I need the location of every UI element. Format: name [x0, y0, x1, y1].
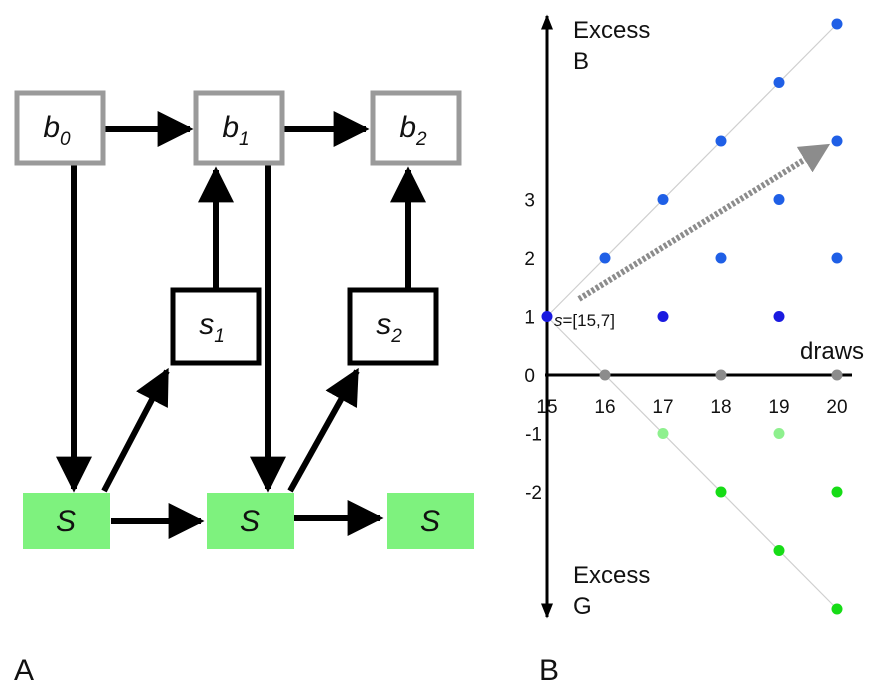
state-node-1: S — [23, 493, 110, 549]
data-point — [831, 486, 843, 498]
belief-node-subscript: 2 — [415, 129, 427, 150]
belief-node-subscript: 0 — [60, 129, 71, 150]
y-tick-label: 1 — [524, 308, 535, 329]
guide-line — [546, 316, 838, 610]
trend-arrow — [577, 143, 831, 302]
state-node-label: S — [420, 505, 440, 538]
data-point — [657, 311, 669, 322]
y-axis-label-bottom: Excess — [573, 562, 650, 589]
data-point — [657, 194, 669, 205]
x-tick-label: 19 — [768, 397, 789, 418]
y-tick-labels: 3 2 1 0 -1 -2 — [524, 191, 542, 505]
y-tick-label: 0 — [524, 366, 535, 387]
y-tick-label: -1 — [525, 425, 542, 446]
x-tick-label: 20 — [826, 397, 847, 418]
x-tick-label: 15 — [536, 397, 557, 418]
data-point — [715, 486, 727, 498]
data-point — [599, 369, 611, 381]
x-tick-label: 17 — [652, 397, 673, 418]
sample-node-s2: s2 — [347, 287, 439, 366]
diagram-arrows — [56, 111, 426, 539]
data-point — [831, 369, 843, 381]
svg-text:s2: s2 — [376, 308, 402, 347]
sample-node-subscript: 1 — [214, 326, 225, 347]
y-tick-label: -2 — [525, 483, 542, 504]
state-node-label: S — [56, 505, 76, 538]
belief-node-label: b — [43, 111, 60, 144]
state-node-label: S — [240, 505, 260, 538]
belief-node-subscript: 1 — [239, 129, 250, 150]
y-axis-label-top-line2: B — [573, 48, 589, 75]
data-point — [715, 252, 727, 264]
data-point — [773, 428, 785, 439]
data-points — [541, 18, 843, 615]
arrow-S1-s1 — [101, 367, 170, 493]
svg-text:s1: s1 — [199, 308, 225, 347]
belief-node-label: b — [222, 111, 239, 144]
data-point — [773, 545, 785, 556]
belief-node-b1: b1 — [193, 90, 285, 166]
x-axis-label: draws — [800, 338, 864, 365]
state-node-3: S — [387, 493, 474, 549]
data-point — [831, 135, 843, 147]
data-point — [773, 311, 785, 322]
x-tick-label: 16 — [594, 397, 615, 418]
belief-node-b2: b2 — [370, 90, 462, 166]
svg-text:b0: b0 — [43, 111, 71, 150]
data-point — [831, 18, 843, 30]
sample-node-s1: s1 — [170, 287, 262, 366]
belief-node-label: b — [399, 111, 416, 144]
y-tick-label: 3 — [524, 191, 535, 212]
x-tick-label: 18 — [710, 397, 731, 418]
y-axis-label-bottom-line2: G — [573, 593, 592, 620]
belief-node-b0: b0 — [14, 90, 106, 166]
panel-label-b: B — [539, 654, 559, 683]
guide-lines — [546, 23, 838, 610]
data-point — [715, 369, 727, 381]
data-point — [831, 603, 843, 615]
guide-line — [546, 23, 838, 317]
svg-text:b2: b2 — [399, 111, 427, 150]
sample-node-label: s — [199, 308, 214, 341]
y-axis-label-top: Excess — [573, 17, 650, 44]
sample-node-label: s — [376, 308, 391, 341]
panel-label-a: A — [14, 654, 34, 683]
x-tick-labels: 15 16 17 18 19 20 — [536, 397, 847, 418]
data-point — [657, 428, 669, 439]
data-point — [599, 252, 611, 264]
data-point — [773, 77, 785, 88]
panel-a-diagram: b0 b1 b2 s1 s2 — [14, 90, 474, 549]
svg-text:b1: b1 — [222, 111, 249, 150]
state-annotation-prefix: s — [554, 311, 563, 330]
state-node-2: S — [207, 493, 294, 549]
arrow-S2-s2 — [287, 367, 360, 493]
data-point — [831, 252, 843, 264]
data-point — [773, 194, 785, 205]
sample-node-subscript: 2 — [390, 326, 402, 347]
state-annotation-value: =[15,7] — [563, 311, 615, 330]
state-annotation: s=[15,7] — [554, 311, 615, 330]
data-point — [541, 311, 553, 322]
y-tick-label: 2 — [524, 249, 535, 270]
data-point — [715, 135, 727, 147]
